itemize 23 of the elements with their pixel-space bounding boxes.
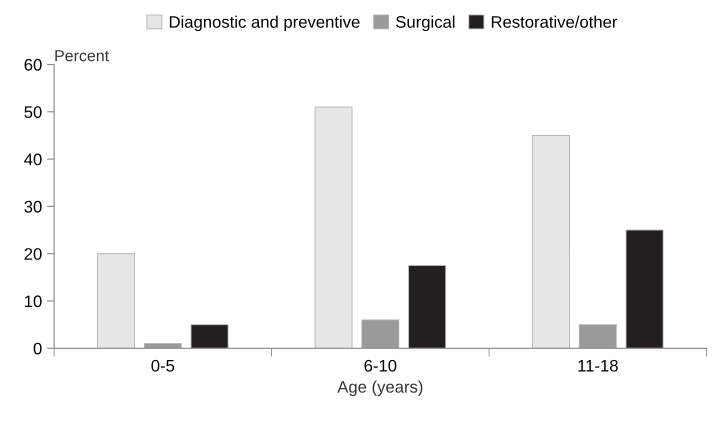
bar [626, 230, 664, 348]
y-tick-label: 10 [25, 295, 42, 308]
bar [532, 135, 570, 348]
x-axis-title: Age (years) [337, 380, 422, 396]
y-tick-label: 50 [24, 106, 42, 118]
bar [408, 265, 446, 348]
x-tick-label: 6-10 [364, 360, 396, 372]
bar [190, 324, 228, 348]
bar [578, 324, 617, 348]
y-tick-label: 30 [24, 200, 42, 213]
y-axis-title: Percent [55, 50, 109, 62]
bar [97, 253, 135, 348]
y-tick-label: 20 [24, 248, 42, 260]
legend-label: Surgical [396, 16, 454, 32]
x-tick-label: 11-18 [578, 360, 618, 372]
x-tick-label: 0-5 [151, 360, 174, 372]
bar [314, 106, 352, 348]
y-tick-label: 0 [34, 342, 42, 355]
bar [361, 320, 400, 348]
legend-label: Diagnostic and preventive [170, 16, 360, 32]
y-tick-label: 40 [24, 154, 42, 166]
y-tick-label: 60 [24, 58, 42, 71]
legend-label: Restorative/other [492, 16, 618, 28]
